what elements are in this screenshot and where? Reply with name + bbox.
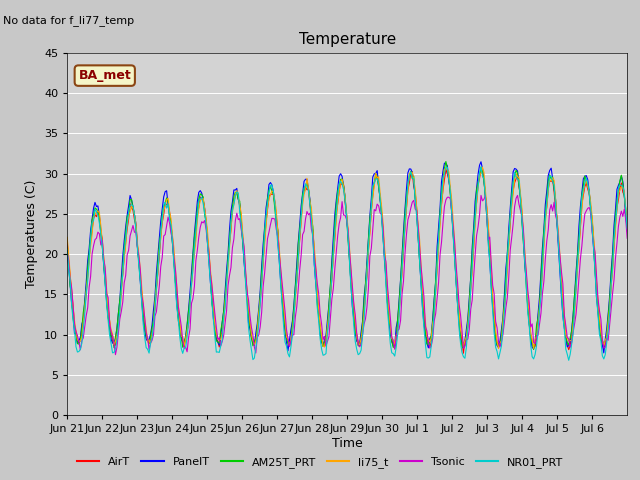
AM25T_PRT xyxy=(442,158,450,164)
NR01_PRT xyxy=(622,207,630,213)
NR01_PRT xyxy=(83,291,90,297)
AirT xyxy=(623,226,631,231)
li75_t xyxy=(100,254,108,260)
Legend: AirT, PanelT, AM25T_PRT, li75_t, Tsonic, NR01_PRT: AirT, PanelT, AM25T_PRT, li75_t, Tsonic,… xyxy=(72,452,568,472)
PanelT xyxy=(600,350,607,356)
NR01_PRT xyxy=(351,338,359,344)
NR01_PRT xyxy=(565,358,573,363)
li75_t xyxy=(622,206,630,212)
Line: AM25T_PRT: AM25T_PRT xyxy=(67,161,627,349)
Tsonic xyxy=(477,192,485,198)
PanelT xyxy=(477,159,485,165)
AirT xyxy=(83,290,90,296)
PanelT xyxy=(547,165,555,171)
li75_t xyxy=(623,217,631,223)
PanelT xyxy=(83,280,90,286)
Tsonic xyxy=(623,235,631,241)
AM25T_PRT xyxy=(351,327,359,333)
li75_t xyxy=(351,319,359,324)
AM25T_PRT xyxy=(464,318,472,324)
Tsonic xyxy=(63,249,71,254)
li75_t xyxy=(463,334,470,340)
li75_t xyxy=(548,175,556,180)
PanelT xyxy=(463,327,470,333)
NR01_PRT xyxy=(623,226,631,232)
Tsonic xyxy=(622,216,630,222)
li75_t xyxy=(83,288,90,294)
AM25T_PRT xyxy=(623,225,631,231)
NR01_PRT xyxy=(477,164,485,169)
Text: BA_met: BA_met xyxy=(79,69,131,82)
NR01_PRT xyxy=(547,174,555,180)
Tsonic xyxy=(100,256,108,262)
NR01_PRT xyxy=(63,247,71,252)
AM25T_PRT xyxy=(622,206,630,212)
AirT xyxy=(464,324,472,330)
PanelT xyxy=(351,331,359,336)
AM25T_PRT xyxy=(83,286,90,292)
AirT xyxy=(100,261,108,266)
Tsonic xyxy=(83,312,90,318)
Tsonic xyxy=(353,330,360,336)
AirT xyxy=(63,239,71,245)
AM25T_PRT xyxy=(100,260,108,266)
AirT xyxy=(460,350,467,356)
Line: Tsonic: Tsonic xyxy=(67,195,627,355)
AirT xyxy=(548,176,556,182)
Tsonic xyxy=(464,336,472,342)
Tsonic xyxy=(548,208,556,214)
NR01_PRT xyxy=(463,345,470,350)
X-axis label: Time: Time xyxy=(332,437,363,450)
NR01_PRT xyxy=(100,262,108,268)
Line: AirT: AirT xyxy=(67,168,627,353)
PanelT xyxy=(63,241,71,247)
li75_t xyxy=(479,164,486,170)
Title: Temperature: Temperature xyxy=(299,33,396,48)
AM25T_PRT xyxy=(63,246,71,252)
PanelT xyxy=(622,211,630,217)
AirT xyxy=(351,324,359,330)
Tsonic xyxy=(111,352,119,358)
AM25T_PRT xyxy=(548,174,556,180)
AirT xyxy=(622,212,630,217)
Line: PanelT: PanelT xyxy=(67,162,627,353)
AirT xyxy=(477,166,485,171)
li75_t xyxy=(63,234,71,240)
PanelT xyxy=(100,263,108,269)
AM25T_PRT xyxy=(530,347,538,352)
Y-axis label: Temperatures (C): Temperatures (C) xyxy=(26,180,38,288)
PanelT xyxy=(623,228,631,234)
Text: No data for f_li77_temp: No data for f_li77_temp xyxy=(3,15,134,26)
Line: li75_t: li75_t xyxy=(67,167,627,348)
li75_t xyxy=(495,346,502,351)
Line: NR01_PRT: NR01_PRT xyxy=(67,167,627,360)
